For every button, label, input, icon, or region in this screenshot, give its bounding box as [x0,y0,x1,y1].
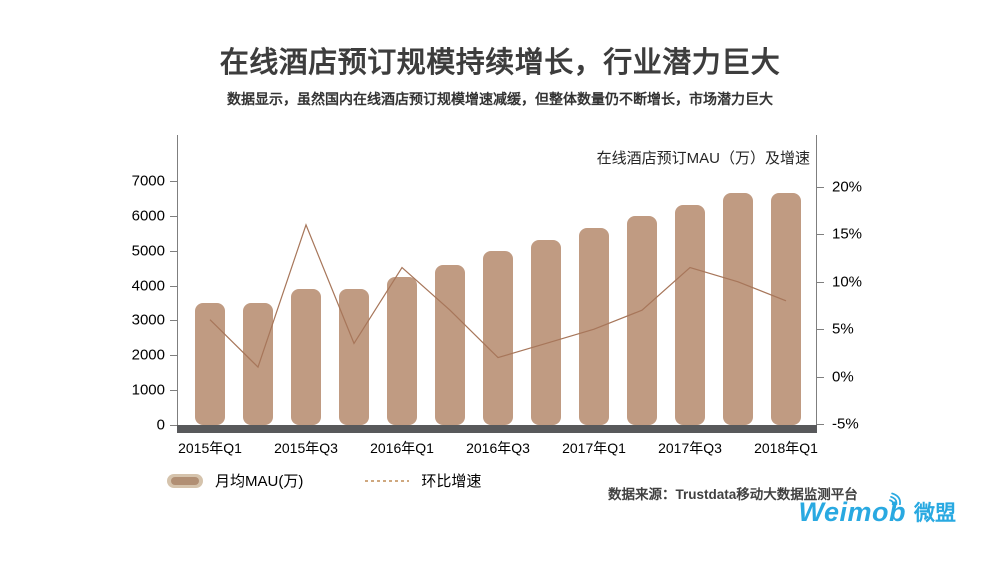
x-tick-label: 2015年Q3 [274,440,338,456]
left-tick-mark [170,250,177,252]
left-y-axis-line [177,135,178,433]
x-tick-label: 2016年Q3 [466,440,530,456]
left-tick-label: 0 [156,416,165,434]
x-tick-label: 2015年Q1 [178,440,242,456]
left-tick-label: 5000 [131,242,165,260]
chart-title: 在线酒店预订MAU（万）及增速 [596,150,810,167]
mau-bar [723,193,753,425]
right-tick-mark [817,329,824,331]
right-tick-label: 15% [832,225,863,243]
mau-bar [627,215,657,425]
mau-bar [675,205,705,425]
left-tick-mark [170,320,177,322]
right-tick-mark [817,281,824,283]
mau-bar [435,264,465,425]
right-tick-mark [817,376,824,378]
signal-waves-icon [889,492,901,505]
right-tick-mark [817,424,824,425]
x-tick-label: 2017年Q3 [658,440,722,456]
right-tick-label: 0% [832,368,854,386]
x-tick-label: 2017年Q1 [562,440,626,456]
mau-bar [531,240,561,425]
growth-line [209,223,787,369]
right-y-axis-line [816,135,817,425]
right-tick-mark [817,187,824,188]
weimob-logo-latin: Weimob [798,492,906,528]
chart-plot-area: 0 1000 2000 3000 4000 5000 6000 7000 -5% 0% 5% 10%… [132,135,862,456]
right-tick-label: 10% [832,273,863,291]
mau-bar [579,228,609,425]
dashed-line-legend-swatch-icon [365,479,410,482]
left-tick-label: 2000 [131,346,165,364]
left-tick-label: 6000 [131,207,165,225]
left-tick-mark [170,181,177,182]
left-tick-label: 3000 [131,311,165,329]
x-axis-baseline [177,425,817,433]
mau-bar [339,289,369,425]
page-title: 在线酒店预订规模持续增长，行业潜力巨大 [219,47,781,79]
legend-label-growth: 环比增速 [421,473,482,490]
left-tick-mark [170,355,177,357]
right-tick-label: -5% [832,415,859,433]
left-tick-mark [170,425,177,426]
mau-bar [291,289,321,425]
weimob-logo: Weimob 微盟 [798,492,956,528]
right-tick-mark [817,234,824,236]
right-tick-label: 20% [832,178,863,196]
data-source-note: 数据来源：Trustdata移动大数据监测平台 [608,487,858,502]
x-tick-label: 2018年Q1 [754,440,818,456]
left-tick-mark [170,215,177,217]
left-tick-mark [170,285,177,287]
chart-legend: 月均MAU(万) 环比增速 [167,470,481,491]
weimob-logo-cn: 微盟 [914,502,956,526]
bar-legend-swatch-icon [167,473,203,488]
x-tick-label: 2016年Q1 [370,440,434,456]
page-subtitle: 数据显示，虽然国内在线酒店预订规模增速减缓，但整体数量仍不断增长，市场潜力巨大 [227,91,773,107]
left-tick-label: 1000 [131,381,165,399]
right-tick-label: 5% [832,320,854,338]
left-tick-mark [170,390,177,392]
legend-label-mau: 月均MAU(万) [215,473,304,490]
mau-bar [195,303,225,425]
left-tick-label: 4000 [131,277,165,295]
left-tick-label: 7000 [131,172,165,190]
mau-bar [243,303,273,425]
mau-bar [771,193,801,425]
mau-bar [387,276,417,425]
mau-bar [483,250,513,425]
growth-line-series [209,223,787,369]
